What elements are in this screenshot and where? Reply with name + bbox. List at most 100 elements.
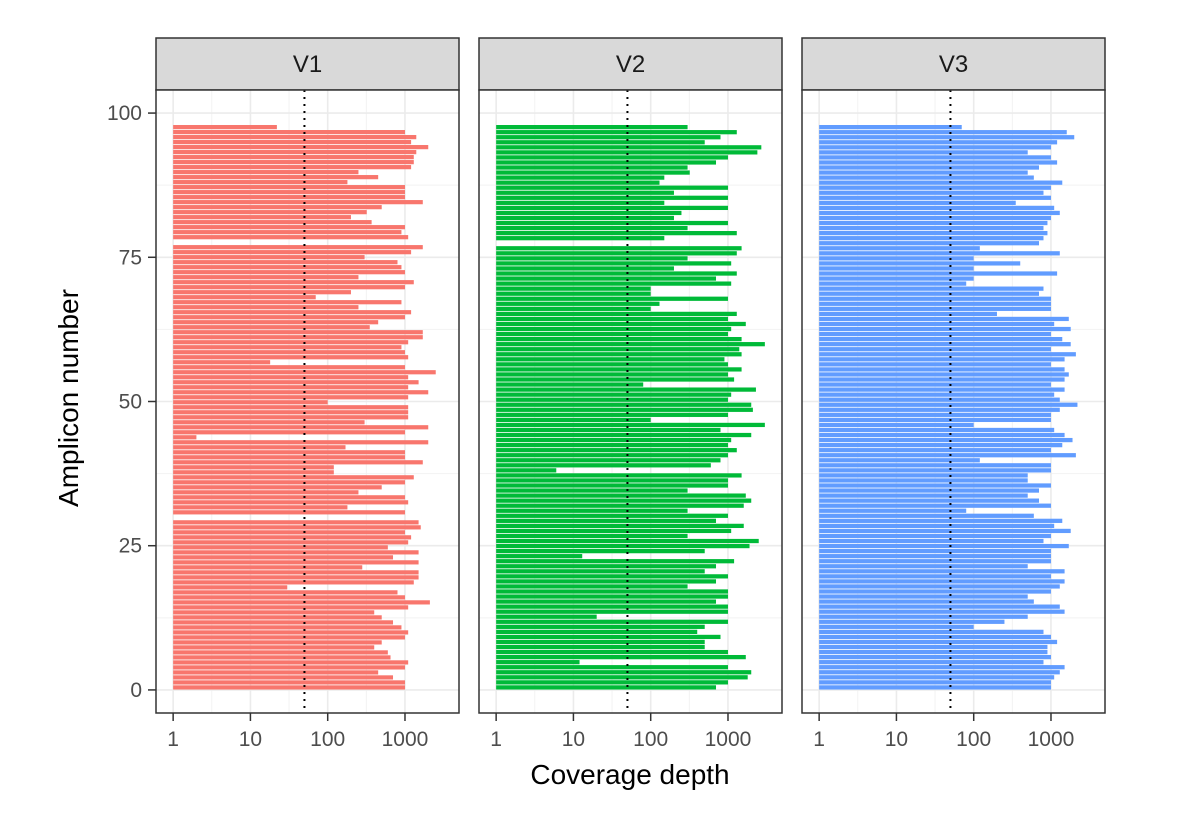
coverage-bar <box>819 559 1051 564</box>
coverage-bar <box>496 180 660 185</box>
coverage-bar <box>496 296 728 301</box>
coverage-bar <box>173 605 409 610</box>
coverage-bar <box>496 599 717 604</box>
coverage-bar <box>819 649 1048 655</box>
coverage-bar <box>173 215 351 220</box>
coverage-bar <box>173 530 405 535</box>
coverage-bar <box>173 275 359 280</box>
coverage-bar <box>819 286 1044 291</box>
coverage-bar <box>173 580 414 585</box>
coverage-bar <box>496 538 759 544</box>
coverage-bar <box>819 175 1034 180</box>
coverage-bar <box>496 533 688 539</box>
coverage-bar <box>819 185 1051 190</box>
coverage-bar <box>819 412 1051 417</box>
coverage-bar <box>496 362 728 367</box>
coverage-bar <box>496 251 737 256</box>
coverage-bar <box>496 170 690 175</box>
coverage-bar <box>173 405 409 410</box>
coverage-bar <box>496 463 711 468</box>
coverage-bar <box>173 200 423 205</box>
coverage-bar <box>496 205 728 211</box>
coverage-bar <box>819 564 1028 569</box>
x-tick-label: 100 <box>633 728 668 751</box>
coverage-bar <box>496 352 742 357</box>
coverage-bar <box>173 185 405 190</box>
coverage-bar <box>496 468 557 473</box>
coverage-bar <box>173 170 359 175</box>
coverage-bar <box>173 460 423 465</box>
coverage-bar <box>496 301 660 306</box>
coverage-bar <box>496 634 721 640</box>
coverage-bar <box>819 584 1060 589</box>
coverage-bar <box>173 610 375 615</box>
coverage-bar <box>496 337 742 342</box>
facet-panel-v1: V1 1 10 100 1000 <box>155 37 460 751</box>
coverage-bar <box>496 670 752 675</box>
coverage-bar <box>819 281 967 286</box>
panel-border <box>801 89 1106 714</box>
x-tick-label: 1 <box>490 728 502 751</box>
coverage-bar <box>496 523 744 529</box>
coverage-bar <box>819 261 1021 266</box>
coverage-bar <box>819 579 1065 584</box>
coverage-bar <box>496 503 744 508</box>
coverage-bar <box>496 574 728 579</box>
coverage-bar <box>496 185 728 190</box>
coverage-bar <box>819 614 1028 619</box>
coverage-bar <box>173 615 382 620</box>
coverage-bar <box>496 559 735 564</box>
coverage-bar <box>173 670 379 675</box>
coverage-bar <box>819 604 1060 609</box>
coverage-bar <box>173 290 351 295</box>
coverage-bar <box>819 215 1051 221</box>
coverage-bar <box>496 498 752 503</box>
coverage-bar <box>819 609 1065 614</box>
coverage-bar <box>496 644 705 650</box>
coverage-bar <box>819 513 1034 518</box>
coverage-bar <box>173 675 394 680</box>
coverage-bar <box>496 543 750 549</box>
coverage-bar <box>173 235 409 240</box>
coverage-bar <box>496 215 674 221</box>
coverage-bar <box>496 478 728 483</box>
coverage-bar <box>819 533 1051 539</box>
coverage-bar <box>496 589 728 594</box>
coverage-bar <box>819 427 1055 433</box>
coverage-bar <box>173 220 372 225</box>
coverage-bar <box>819 660 1044 665</box>
coverage-bar <box>496 231 737 236</box>
coverage-bar <box>496 246 742 251</box>
coverage-bar <box>819 246 980 251</box>
coverage-bar <box>496 291 651 296</box>
coverage-bar <box>173 400 328 405</box>
coverage-bar <box>819 493 1028 498</box>
coverage-bar <box>173 480 405 485</box>
coverage-bar <box>173 395 409 400</box>
facet-strip <box>155 37 460 91</box>
coverage-bar <box>173 520 419 525</box>
coverage-bar <box>819 372 1069 377</box>
coverage-bar <box>496 614 597 619</box>
coverage-bar <box>496 210 682 216</box>
coverage-bar <box>173 285 405 290</box>
coverage-bar <box>819 220 1048 226</box>
coverage-bar <box>819 342 1071 347</box>
coverage-bar <box>819 205 1055 211</box>
coverage-bar <box>496 140 705 145</box>
coverage-bar <box>819 135 1075 140</box>
coverage-bar <box>173 340 409 345</box>
coverage-bar <box>819 478 1028 483</box>
coverage-bar <box>496 609 728 614</box>
y-tick-label: 0 <box>130 679 142 702</box>
coverage-bar <box>496 160 717 165</box>
coverage-bar <box>819 362 1051 367</box>
coverage-bar <box>173 155 414 160</box>
coverage-bar <box>173 455 405 460</box>
coverage-bar <box>496 326 732 332</box>
coverage-bar <box>173 330 423 335</box>
coverage-bar <box>496 130 737 135</box>
coverage-bar <box>819 347 1051 352</box>
panel-border <box>478 89 783 714</box>
facet-strip-label: V2 <box>616 51 645 78</box>
